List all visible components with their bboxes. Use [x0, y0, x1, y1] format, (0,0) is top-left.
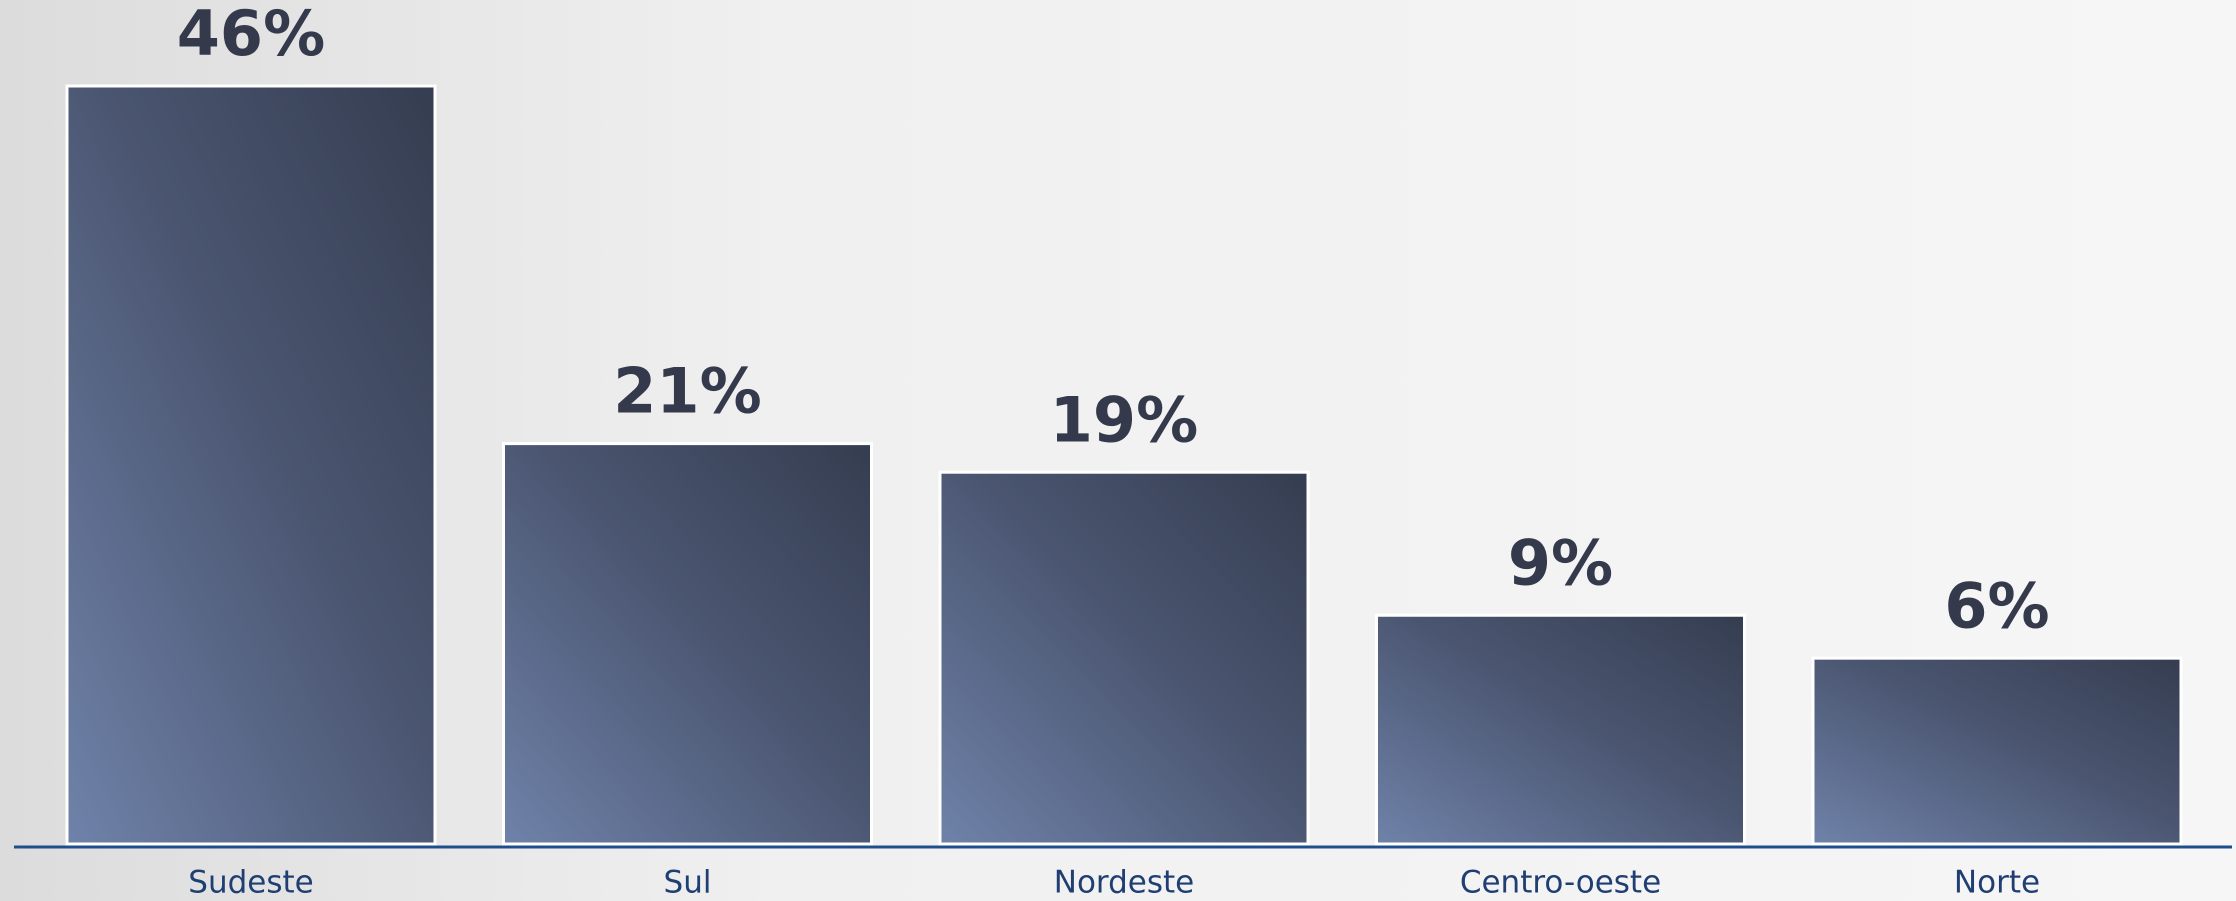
x-tick-label: Nordeste: [1054, 865, 1194, 901]
value-label: 46%: [177, 0, 325, 70]
bar: [938, 470, 1310, 846]
x-tick-label: Sudeste: [188, 865, 313, 901]
value-label: 9%: [1508, 526, 1613, 599]
bar: [65, 84, 437, 846]
bar: [502, 442, 873, 846]
x-tick-label: Sul: [664, 865, 712, 901]
value-label: 21%: [613, 355, 761, 428]
bar: [1811, 656, 2183, 846]
value-label: 6%: [1944, 569, 2049, 642]
bar: [1375, 613, 1746, 846]
value-label: 19%: [1050, 383, 1198, 456]
x-tick-label: Centro-oeste: [1460, 865, 1661, 901]
x-tick-label: Norte: [1954, 865, 2040, 901]
